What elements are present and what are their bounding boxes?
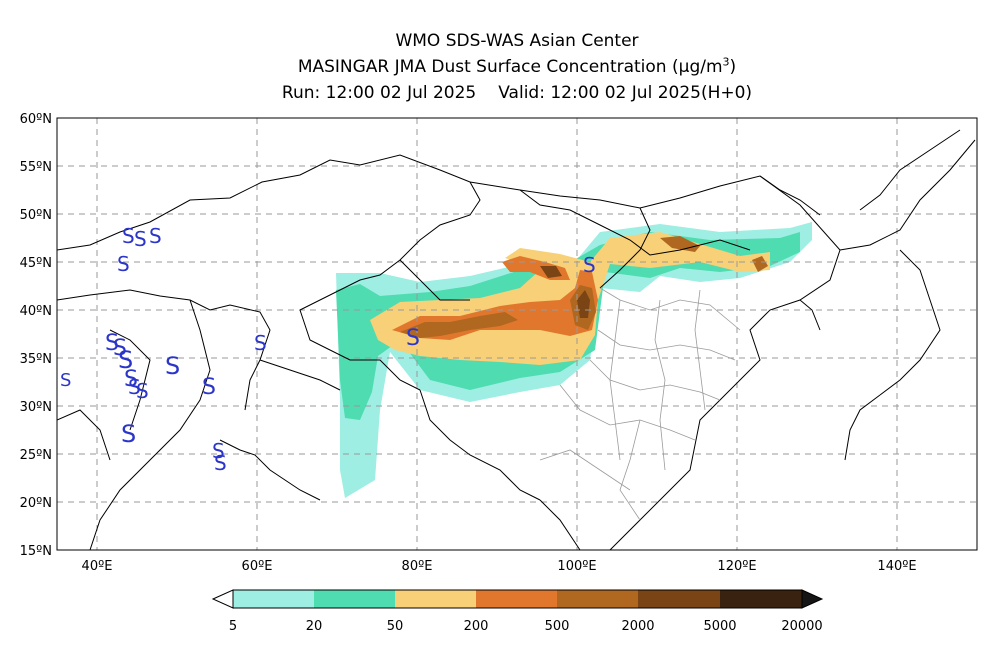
title-line-2: MASINGAR JMA Dust Surface Concentration …: [297, 55, 737, 77]
lat-tick-label: 45ºN: [20, 256, 52, 271]
dust-level-2000-5000-west: [540, 266, 562, 278]
station-marker: S: [212, 439, 225, 463]
graticule: [57, 118, 977, 550]
station-marker: S: [118, 346, 133, 374]
lat-tick-label: 15ºN: [20, 544, 52, 559]
lon-tick-label: 40ºE: [82, 559, 113, 574]
colorbar-label: 50: [387, 619, 404, 634]
lat-tick-label: 25ºN: [20, 448, 52, 463]
colorbar-bin: [557, 590, 638, 608]
latitude-axis: 60ºN 55ºN 50ºN 45ºN 40ºN 35ºN 30ºN 25ºN …: [20, 112, 52, 559]
colorbar-upper-arrow: [801, 589, 824, 609]
colorbar-label: 200: [464, 619, 489, 634]
lat-tick-label: 60ºN: [20, 112, 52, 127]
station-marker: S: [202, 375, 216, 400]
colorbar-label: 2000: [621, 619, 654, 634]
lon-tick-label: 80ºE: [402, 559, 433, 574]
lat-tick-label: 30ºN: [20, 400, 52, 415]
colorbar: 5 20 50 200 500 2000 5000 20000: [211, 589, 824, 634]
colorbar-outline: [232, 589, 803, 609]
dust-level-2000-5000: [577, 290, 590, 318]
map-frame: [56, 117, 978, 551]
station-marker: S: [121, 420, 136, 448]
title-line-3: Run: 12:00 02 Jul 2025 Valid: 12:00 02 Ju…: [0, 80, 1000, 106]
colorbar-bin: [233, 590, 314, 608]
province-borders: [539, 287, 741, 521]
dust-level-500-2000: [400, 312, 518, 338]
colorbar-label: 5: [229, 619, 237, 634]
lon-tick-label: 60ºE: [242, 559, 273, 574]
station-marker: S: [214, 451, 227, 475]
station-marker: S: [113, 336, 127, 361]
station-marker: S: [136, 379, 149, 403]
country-borders: [57, 129, 976, 550]
lat-tick-label: 20ºN: [20, 496, 52, 511]
station-markers: S S S S S S S S S S S S S S S S S S S: [60, 224, 596, 475]
station-marker: S: [105, 331, 119, 356]
lat-tick-label: 35ºN: [20, 352, 52, 367]
station-marker: S: [60, 370, 71, 391]
lon-tick-label: 100ºE: [557, 559, 596, 574]
lat-tick-label: 50ºN: [20, 208, 52, 223]
station-marker: S: [165, 352, 180, 380]
title-line-1: WMO SDS-WAS Asian Center: [395, 31, 639, 51]
station-marker: S: [149, 224, 162, 248]
colorbar-lower-arrow: [211, 589, 234, 609]
dust-level-500-2000-ne: [752, 256, 768, 272]
lat-tick-label: 55ºN: [20, 160, 52, 175]
valid-time-label: Valid: 12:00 02 Jul 2025(H+0): [498, 83, 753, 103]
station-marker: S: [406, 326, 420, 351]
run-time-label: Run: 12:00 02 Jul 2025: [281, 83, 477, 103]
colorbar-label: 500: [545, 619, 570, 634]
colorbar-bin: [314, 590, 395, 608]
colorbar-bin: [638, 590, 720, 608]
colorbar-bin: [476, 590, 557, 608]
dust-shading: [336, 222, 812, 498]
colorbar-label: 20000: [781, 619, 822, 634]
colorbar-bin: [395, 590, 476, 608]
colorbar-label: 20: [306, 619, 323, 634]
station-marker: S: [134, 227, 147, 251]
map-title-block: WMO SDS-WAS Asian Center MASINGAR JMA Du…: [0, 28, 1000, 106]
station-marker: S: [583, 253, 596, 277]
map-content: S S S S S S S S S S S S S S S S S S S: [57, 118, 977, 550]
lon-tick-label: 140ºE: [877, 559, 916, 574]
station-marker: S: [122, 224, 135, 248]
lat-tick-label: 40ºN: [20, 304, 52, 319]
colorbar-bin: [720, 590, 802, 608]
station-marker: S: [117, 252, 130, 276]
station-marker: S: [254, 331, 267, 355]
lon-tick-label: 120ºE: [717, 559, 756, 574]
station-marker: S: [128, 375, 141, 399]
colorbar-label: 5000: [703, 619, 736, 634]
station-marker: S: [124, 367, 138, 392]
longitude-axis: 40ºE 60ºE 80ºE 100ºE 120ºE 140ºE: [82, 559, 917, 574]
